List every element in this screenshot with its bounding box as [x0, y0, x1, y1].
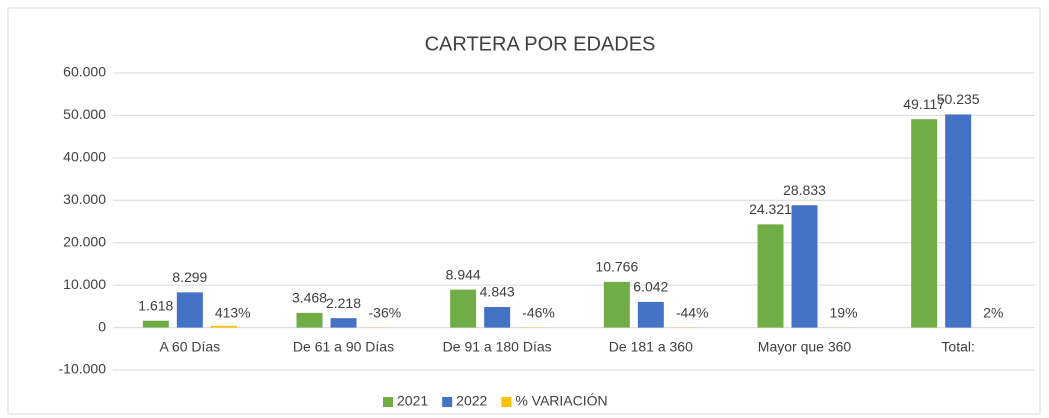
x-tick-label: De 91 a 180 Días	[443, 339, 552, 355]
data-label: 28.833	[783, 182, 826, 198]
data-label: 2.218	[326, 295, 361, 311]
bar	[757, 224, 784, 328]
bar	[603, 281, 630, 328]
x-tick-label: De 61 a 90 Días	[293, 339, 394, 355]
data-label: 8.299	[172, 269, 207, 285]
data-label: 10.766	[595, 259, 638, 275]
x-tick-label: Mayor que 360	[758, 339, 852, 355]
bar	[450, 289, 477, 328]
data-label: 24.321	[749, 201, 792, 217]
data-label: -46%	[522, 304, 555, 320]
y-tick-label: 20.000	[63, 233, 106, 249]
y-tick-label: 50.000	[63, 106, 106, 122]
y-tick-label: 40.000	[63, 149, 106, 165]
data-label: 2%	[983, 304, 1003, 320]
y-tick-label: 60.000	[63, 64, 106, 80]
x-tick-label: Total:	[941, 339, 974, 355]
data-label: -36%	[369, 304, 402, 320]
legend-label: 2022	[456, 393, 487, 409]
bar	[637, 301, 664, 328]
legend-swatch	[501, 397, 512, 407]
y-tick-label: 0	[98, 318, 106, 334]
bar	[296, 312, 323, 328]
data-label: 19%	[830, 304, 858, 320]
bar	[142, 320, 169, 328]
legend-label: % VARIACIÓN	[515, 393, 607, 409]
data-label: -44%	[676, 304, 709, 320]
bar	[176, 292, 203, 328]
y-tick-label: 10.000	[63, 276, 106, 292]
data-label: 49.117	[903, 96, 945, 112]
chart-title: CARTERA POR EDADES	[425, 33, 656, 55]
x-tick-label: A 60 Días	[159, 339, 220, 355]
bar	[210, 325, 237, 328]
data-label: 1.618	[138, 297, 173, 313]
legend-swatch	[383, 397, 393, 407]
data-label: 4.843	[480, 284, 515, 300]
data-label: 3.468	[292, 290, 327, 306]
data-label: 6.042	[633, 279, 668, 295]
bar	[484, 307, 511, 328]
legend-swatch	[442, 397, 453, 407]
y-tick-label: -10.000	[59, 361, 107, 377]
chart-border	[7, 7, 1041, 415]
y-tick-label: 30.000	[63, 191, 106, 207]
x-tick-label: De 181 a 360	[609, 339, 693, 355]
data-label: 50.235	[937, 91, 980, 107]
bar	[945, 114, 972, 328]
data-label: 8.944	[446, 266, 481, 282]
legend-label: 2021	[397, 393, 428, 409]
bar	[911, 119, 938, 328]
bar	[330, 318, 357, 328]
data-label: 413%	[215, 304, 251, 320]
bar	[791, 205, 818, 328]
